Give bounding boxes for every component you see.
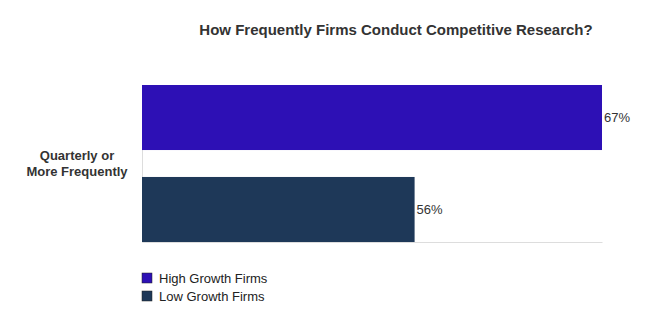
title: How Frequently Firms Conduct Competitive…	[199, 21, 592, 38]
x-axis-line	[143, 242, 603, 243]
legend-swatch	[142, 291, 152, 301]
data-label: 67%	[604, 110, 630, 125]
legend-swatch	[142, 273, 152, 283]
y-tick-label-line: Quarterly or	[40, 148, 114, 163]
legend-item: High Growth Firms	[142, 271, 268, 286]
legend-label: High Growth Firms	[159, 271, 268, 286]
y-tick-label-line: More Frequently	[26, 164, 128, 179]
bar	[142, 177, 415, 242]
bar	[142, 85, 602, 150]
legend-label: Low Growth Firms	[159, 289, 265, 304]
y-tick: Quarterly orMore Frequently	[26, 148, 142, 179]
x-axis	[143, 242, 603, 243]
legend: High Growth Firms Low Growth Firms	[142, 271, 268, 304]
chart: How Frequently Firms Conduct Competitive…	[0, 0, 648, 335]
legend-item: Low Growth Firms	[142, 289, 265, 304]
data-label: 56%	[417, 202, 443, 217]
data-labels: 67% 56%	[417, 110, 631, 217]
y-tick-label: Quarterly orMore Frequently	[26, 148, 128, 179]
y-axis: Quarterly orMore Frequently	[26, 86, 142, 243]
plot: Quarterly orMore Frequently 67% 56%	[26, 85, 630, 243]
bars	[142, 85, 602, 242]
